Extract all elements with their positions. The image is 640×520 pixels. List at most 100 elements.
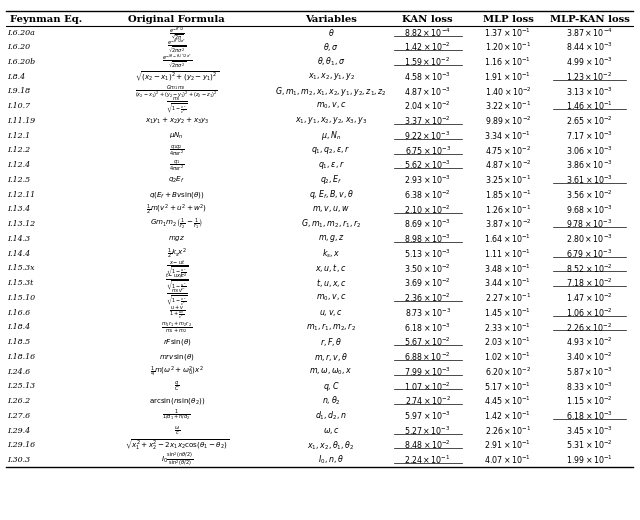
Text: $9.78 \times 10^{-3}$: $9.78 \times 10^{-3}$ xyxy=(566,218,612,230)
Text: $6.88 \times 10^{-2}$: $6.88 \times 10^{-2}$ xyxy=(404,350,451,363)
Text: I.12.5: I.12.5 xyxy=(8,176,31,184)
Text: $\frac{1}{1/d_1+n/d_2}$: $\frac{1}{1/d_1+n/d_2}$ xyxy=(163,408,191,423)
Text: $\sqrt{x_1^2+x_2^2-2x_1x_2\cos(\theta_1-\theta_2)}$: $\sqrt{x_1^2+x_2^2-2x_1x_2\cos(\theta_1-… xyxy=(125,438,229,453)
Text: $2.93 \times 10^{-3}$: $2.93 \times 10^{-3}$ xyxy=(404,174,451,186)
Text: I.16.6: I.16.6 xyxy=(8,308,31,317)
Text: $\frac{x-ut}{\sqrt{1-\frac{u^2}{c^2}}}$: $\frac{x-ut}{\sqrt{1-\frac{u^2}{c^2}}}$ xyxy=(166,258,188,279)
Text: $4.75 \times 10^{-2}$: $4.75 \times 10^{-2}$ xyxy=(485,144,531,157)
Text: $3.13 \times 10^{-3}$: $3.13 \times 10^{-3}$ xyxy=(566,85,613,98)
Text: $8.69 \times 10^{-3}$: $8.69 \times 10^{-3}$ xyxy=(404,218,451,230)
Text: $m, \omega, \omega_0, x$: $m, \omega, \omega_0, x$ xyxy=(309,366,353,377)
Text: $9.68 \times 10^{-3}$: $9.68 \times 10^{-3}$ xyxy=(566,203,613,216)
Text: $\mu N_n$: $\mu N_n$ xyxy=(170,131,184,141)
Text: $\frac{m_0 v}{\sqrt{1-\frac{v^2}{c^2}}}$: $\frac{m_0 v}{\sqrt{1-\frac{v^2}{c^2}}}$ xyxy=(166,288,188,308)
Text: $mgz$: $mgz$ xyxy=(168,235,186,243)
Text: $2.33 \times 10^{-1}$: $2.33 \times 10^{-1}$ xyxy=(484,321,531,333)
Text: I.12.4: I.12.4 xyxy=(8,161,31,169)
Text: I.29.4: I.29.4 xyxy=(8,426,31,435)
Text: $2.04 \times 10^{-2}$: $2.04 \times 10^{-2}$ xyxy=(404,100,451,112)
Text: $5.67 \times 10^{-2}$: $5.67 \times 10^{-2}$ xyxy=(404,336,451,348)
Text: $\theta, \sigma$: $\theta, \sigma$ xyxy=(323,41,339,53)
Text: $2.10 \times 10^{-2}$: $2.10 \times 10^{-2}$ xyxy=(404,203,451,216)
Text: $1.02 \times 10^{-1}$: $1.02 \times 10^{-1}$ xyxy=(484,350,531,363)
Text: I.12.1: I.12.1 xyxy=(8,132,31,140)
Text: $mrv\sin(\theta)$: $mrv\sin(\theta)$ xyxy=(159,352,195,362)
Text: I.29.16: I.29.16 xyxy=(8,441,36,449)
Text: $\frac{e^{-(\theta-\theta_1)^2/2\sigma^2}}{\sqrt{2\pi\sigma^2}}$: $\frac{e^{-(\theta-\theta_1)^2/2\sigma^2… xyxy=(162,53,192,71)
Text: $2.27 \times 10^{-1}$: $2.27 \times 10^{-1}$ xyxy=(484,292,531,304)
Text: $2.74 \times 10^{-2}$: $2.74 \times 10^{-2}$ xyxy=(404,395,451,407)
Text: $3.34 \times 10^{-1}$: $3.34 \times 10^{-1}$ xyxy=(484,129,531,142)
Text: I.30.3: I.30.3 xyxy=(8,456,31,464)
Text: $d_1, d_2, n$: $d_1, d_2, n$ xyxy=(315,410,347,422)
Text: I.15.10: I.15.10 xyxy=(8,294,36,302)
Text: $m_0, v, c$: $m_0, v, c$ xyxy=(316,101,346,111)
Text: $6.18 \times 10^{-3}$: $6.18 \times 10^{-3}$ xyxy=(404,321,451,333)
Text: $4.07 \times 10^{-1}$: $4.07 \times 10^{-1}$ xyxy=(484,454,531,466)
Text: $2.03 \times 10^{-1}$: $2.03 \times 10^{-1}$ xyxy=(484,336,531,348)
Text: $\frac{1}{2}m(v^2+u^2+w^2)$: $\frac{1}{2}m(v^2+u^2+w^2)$ xyxy=(147,202,207,216)
Text: $\frac{q_1}{4\pi\epsilon r^2}$: $\frac{q_1}{4\pi\epsilon r^2}$ xyxy=(169,158,185,173)
Text: $5.97 \times 10^{-3}$: $5.97 \times 10^{-3}$ xyxy=(404,410,451,422)
Text: $rF\sin(\theta)$: $rF\sin(\theta)$ xyxy=(163,337,191,347)
Text: I.18.5: I.18.5 xyxy=(8,338,31,346)
Text: $x_1, x_2, \theta_1, \theta_2$: $x_1, x_2, \theta_1, \theta_2$ xyxy=(307,439,355,451)
Text: I.18.4: I.18.4 xyxy=(8,323,31,331)
Text: $8.48 \times 10^{-2}$: $8.48 \times 10^{-2}$ xyxy=(404,439,451,451)
Text: $1.20 \times 10^{-1}$: $1.20 \times 10^{-1}$ xyxy=(484,41,531,54)
Text: $\frac{m_0}{\sqrt{1-\frac{v^2}{c^2}}}$: $\frac{m_0}{\sqrt{1-\frac{v^2}{c^2}}}$ xyxy=(166,96,188,116)
Text: I.13.12: I.13.12 xyxy=(8,220,36,228)
Text: $\theta, \theta_1, \sigma$: $\theta, \theta_1, \sigma$ xyxy=(317,56,346,68)
Text: $x_1, x_2, y_1, y_2$: $x_1, x_2, y_1, y_2$ xyxy=(308,71,355,82)
Text: $4.87 \times 10^{-3}$: $4.87 \times 10^{-3}$ xyxy=(404,85,451,98)
Text: $5.17 \times 10^{-1}$: $5.17 \times 10^{-1}$ xyxy=(484,380,531,393)
Text: I.15.3x: I.15.3x xyxy=(8,264,35,272)
Text: $\frac{u+v}{1+\frac{uv}{c^2}}$: $\frac{u+v}{1+\frac{uv}{c^2}}$ xyxy=(169,304,185,321)
Text: $8.82 \times 10^{-4}$: $8.82 \times 10^{-4}$ xyxy=(404,27,451,38)
Text: $\frac{Gm_1m_2}{(x_2-x_1)^2+(y_2-y_1)^2+(z_2-z_1)^2}$: $\frac{Gm_1m_2}{(x_2-x_1)^2+(y_2-y_1)^2+… xyxy=(136,83,218,100)
Text: $3.44 \times 10^{-1}$: $3.44 \times 10^{-1}$ xyxy=(484,277,531,289)
Text: $G, m_1, m_2, r_1, r_2$: $G, m_1, m_2, r_1, r_2$ xyxy=(301,218,361,230)
Text: $1.23 \times 10^{-2}$: $1.23 \times 10^{-2}$ xyxy=(566,71,612,83)
Text: $u, v, c$: $u, v, c$ xyxy=(319,308,343,318)
Text: $x_1y_1 + x_2y_2 + x_3y_3$: $x_1y_1 + x_2y_2 + x_3y_3$ xyxy=(145,116,209,126)
Text: $2.24 \times 10^{-1}$: $2.24 \times 10^{-1}$ xyxy=(404,454,451,466)
Text: $3.61 \times 10^{-3}$: $3.61 \times 10^{-3}$ xyxy=(566,174,613,186)
Text: $\frac{1}{2}k_s x^2$: $\frac{1}{2}k_s x^2$ xyxy=(167,246,187,261)
Text: $I_0\frac{\sin^2(n\theta/2)}{\sin^2(\theta/2)}$: $I_0\frac{\sin^2(n\theta/2)}{\sin^2(\the… xyxy=(161,451,193,469)
Text: $8.52 \times 10^{-2}$: $8.52 \times 10^{-2}$ xyxy=(566,262,613,275)
Text: $3.56 \times 10^{-2}$: $3.56 \times 10^{-2}$ xyxy=(566,188,613,201)
Text: I.12.2: I.12.2 xyxy=(8,147,31,154)
Text: $\frac{q}{C}$: $\frac{q}{C}$ xyxy=(174,380,180,393)
Text: $\frac{1}{4}m(\omega^2+\omega_0^2)x^2$: $\frac{1}{4}m(\omega^2+\omega_0^2)x^2$ xyxy=(150,365,204,379)
Text: $1.46 \times 10^{-1}$: $1.46 \times 10^{-1}$ xyxy=(566,100,613,112)
Text: $5.62 \times 10^{-3}$: $5.62 \times 10^{-3}$ xyxy=(404,159,451,172)
Text: $5.31 \times 10^{-2}$: $5.31 \times 10^{-2}$ xyxy=(566,439,613,451)
Text: $3.37 \times 10^{-2}$: $3.37 \times 10^{-2}$ xyxy=(404,115,451,127)
Text: $3.86 \times 10^{-3}$: $3.86 \times 10^{-3}$ xyxy=(566,159,613,172)
Text: $4.45 \times 10^{-1}$: $4.45 \times 10^{-1}$ xyxy=(484,395,531,407)
Text: $4.93 \times 10^{-2}$: $4.93 \times 10^{-2}$ xyxy=(566,336,613,348)
Text: $q_1, q_2, \epsilon, r$: $q_1, q_2, \epsilon, r$ xyxy=(311,145,351,157)
Text: $1.64 \times 10^{-1}$: $1.64 \times 10^{-1}$ xyxy=(484,232,531,245)
Text: $q, E_f, B, v, \theta$: $q, E_f, B, v, \theta$ xyxy=(308,188,354,201)
Text: $1.11 \times 10^{-1}$: $1.11 \times 10^{-1}$ xyxy=(484,248,531,260)
Text: $\omega, c$: $\omega, c$ xyxy=(323,425,340,436)
Text: $x_1, y_1, x_2, y_2, x_3, y_3$: $x_1, y_1, x_2, y_2, x_3, y_3$ xyxy=(295,115,367,126)
Text: $3.69 \times 10^{-2}$: $3.69 \times 10^{-2}$ xyxy=(404,277,451,289)
Text: $1.40 \times 10^{-2}$: $1.40 \times 10^{-2}$ xyxy=(484,85,531,98)
Text: MLP loss: MLP loss xyxy=(483,15,533,24)
Text: $2.26 \times 10^{-2}$: $2.26 \times 10^{-2}$ xyxy=(566,321,612,333)
Text: I.13.4: I.13.4 xyxy=(8,205,31,213)
Text: $m_0, v, c$: $m_0, v, c$ xyxy=(316,293,346,303)
Text: $1.42 \times 10^{-1}$: $1.42 \times 10^{-1}$ xyxy=(484,410,531,422)
Text: I.27.6: I.27.6 xyxy=(8,412,31,420)
Text: $2.80 \times 10^{-3}$: $2.80 \times 10^{-3}$ xyxy=(566,232,613,245)
Text: $3.87 \times 10^{-4}$: $3.87 \times 10^{-4}$ xyxy=(566,27,613,38)
Text: I.10.7: I.10.7 xyxy=(8,102,31,110)
Text: $3.06 \times 10^{-3}$: $3.06 \times 10^{-3}$ xyxy=(566,144,613,157)
Text: $m, v, u, w$: $m, v, u, w$ xyxy=(312,204,350,214)
Text: $k_s, x$: $k_s, x$ xyxy=(322,248,340,260)
Text: I.6.20b: I.6.20b xyxy=(8,58,36,66)
Text: $6.20 \times 10^{-2}$: $6.20 \times 10^{-2}$ xyxy=(484,366,531,378)
